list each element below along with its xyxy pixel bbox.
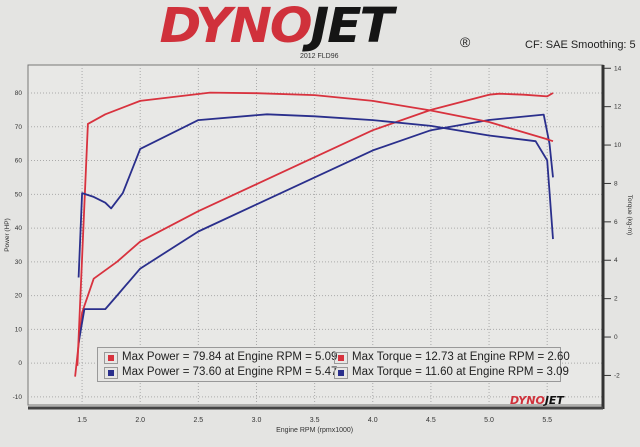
legend: Max Power = 79.84 at Engine RPM = 5.09 M…: [97, 347, 570, 382]
y2-tick-label: 12: [614, 104, 622, 111]
legend-swatch: [104, 351, 118, 364]
legend-item: Max Power = 73.60 at Engine RPM = 5.47: [104, 366, 337, 379]
x-axis-label: Engine RPM (rpmx1000): [276, 427, 353, 434]
y2-tick-label: 6: [614, 219, 618, 226]
dynojet-logo: DYNOJET: [159, 2, 393, 50]
series-line-run-2-power: [77, 113, 554, 344]
legend-item: Max Power = 79.84 at Engine RPM = 5.09: [104, 351, 337, 364]
y-tick-label: 30: [15, 259, 23, 266]
legend-swatch: [104, 366, 118, 379]
x-tick-label: 4.5: [426, 417, 436, 424]
registered-mark: ®: [460, 34, 471, 50]
y2-axis-label: Torque (kg-m): [626, 195, 633, 235]
legend-swatch: [334, 366, 348, 379]
x-tick-label: 2.5: [193, 417, 203, 424]
y-tick-label: -10: [13, 394, 23, 401]
logo-black: JET: [310, 0, 394, 54]
footer-logo: DYNOJET: [510, 395, 564, 406]
y-tick-label: 60: [15, 158, 23, 165]
subtitle: 2012 FLD96: [300, 53, 339, 60]
y2-tick-label: 2: [614, 296, 618, 303]
y-tick-label: 80: [15, 90, 23, 97]
legend-label: Max Torque = 11.60 at Engine RPM = 3.09: [352, 366, 569, 378]
y2-tick-label: 14: [614, 65, 622, 72]
y-tick-label: 50: [15, 191, 23, 198]
y2-tick-label: 4: [614, 257, 618, 264]
x-tick-label: 3.0: [252, 417, 262, 424]
y-tick-label: 40: [15, 225, 23, 232]
logo-red: DYNO: [510, 394, 545, 407]
y-tick-label: 20: [15, 293, 23, 300]
x-tick-label: 3.5: [310, 417, 320, 424]
y-tick-label: 0: [18, 360, 22, 367]
x-tick-label: 1.5: [77, 417, 87, 424]
legend-swatch: [334, 351, 348, 364]
y2-tick-label: 0: [614, 334, 618, 341]
series-line-run-2-torque: [77, 113, 554, 278]
y2-tick-label: 10: [614, 142, 622, 149]
legend-item: Max Torque = 12.73 at Engine RPM = 2.60: [334, 351, 570, 364]
x-tick-label: 5.0: [484, 417, 494, 424]
x-tick-label: 2.0: [135, 417, 145, 424]
y2-tick-label: 8: [614, 180, 618, 187]
legend-label: Max Power = 73.60 at Engine RPM = 5.47: [122, 366, 338, 378]
x-tick-label: 4.0: [368, 417, 378, 424]
correction-settings: CF: SAE Smoothing: 5: [525, 39, 636, 51]
logo-black: JET: [544, 394, 564, 407]
series-line-run-1-power: [74, 92, 554, 377]
y2-tick-label: -2: [614, 372, 620, 379]
y-axis-label: Power (HP): [4, 218, 11, 252]
legend-label: Max Power = 79.84 at Engine RPM = 5.09: [122, 351, 338, 363]
legend-label: Max Torque = 12.73 at Engine RPM = 2.60: [352, 351, 570, 363]
series-line-run-1-torque: [76, 91, 554, 366]
y-tick-label: 10: [15, 326, 23, 333]
x-tick-label: 5.5: [542, 417, 552, 424]
legend-item: Max Torque = 11.60 at Engine RPM = 3.09: [334, 366, 569, 379]
logo-red: DYNO: [159, 0, 312, 54]
y-tick-label: 70: [15, 124, 23, 131]
